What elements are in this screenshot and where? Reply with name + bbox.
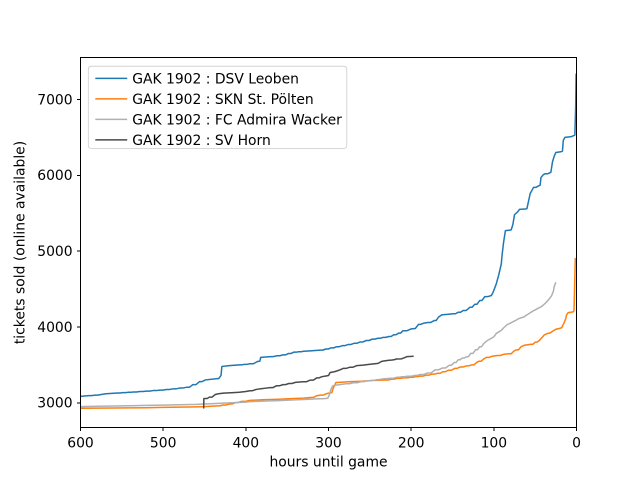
series-line-gak-1902-skn-st-p-lten [80,257,577,410]
x-tick-label-400: 400 [233,435,260,451]
legend-label-gak-1902-fc-admira-wacker: GAK 1902 : FC Admira Wacker [132,112,342,128]
x-tick-label-100: 100 [481,435,508,451]
x-tick-label-600: 600 [67,435,94,451]
legend-label-gak-1902-sv-horn: GAK 1902 : SV Horn [132,133,271,149]
series-line-gak-1902-dsv-leoben [80,73,577,398]
axes: 600 500 400 300 200 100 0 3000 4000 5000 6000 7000 h… [13,57,581,471]
x-axis-label: hours until game [269,455,387,471]
y-tick-label-3000: 3000 [37,396,72,412]
legend-item-gak-1902-sv-horn: GAK 1902 : SV Horn [95,133,271,149]
series-lines [80,73,577,410]
y-tick-label-4000: 4000 [37,320,72,336]
legend-item-gak-1902-skn-st-p-lten: GAK 1902 : SKN St. Pölten [95,92,314,108]
y-tick-label-5000: 5000 [37,244,72,260]
y-axis-label: tickets sold (online available) [13,141,29,344]
series-line-gak-1902-fc-admira-wacker [80,281,557,408]
x-tick-label-300: 300 [315,435,342,451]
y-tick-label-6000: 6000 [37,168,72,184]
legend-item-gak-1902-dsv-leoben: GAK 1902 : DSV Leoben [95,71,299,87]
x-tick-label-500: 500 [150,435,177,451]
x-tick-label-200: 200 [398,435,425,451]
legend-box [87,65,348,149]
legend-label-gak-1902-skn-st-p-lten: GAK 1902 : SKN St. Pölten [132,92,314,108]
x-axis: 600 500 400 300 200 100 0 [67,427,581,451]
x-tick-label-0: 0 [572,435,581,451]
series-line-gak-1902-sv-horn [202,355,414,409]
legend-label-gak-1902-dsv-leoben: GAK 1902 : DSV Leoben [132,71,299,87]
y-tick-label-7000: 7000 [37,92,72,108]
legend-item-gak-1902-fc-admira-wacker: GAK 1902 : FC Admira Wacker [95,112,342,128]
legend: GAK 1902 : DSV Leoben GAK 1902 : SKN St. … [87,65,348,149]
y-axis: 3000 4000 5000 6000 7000 [37,92,81,412]
